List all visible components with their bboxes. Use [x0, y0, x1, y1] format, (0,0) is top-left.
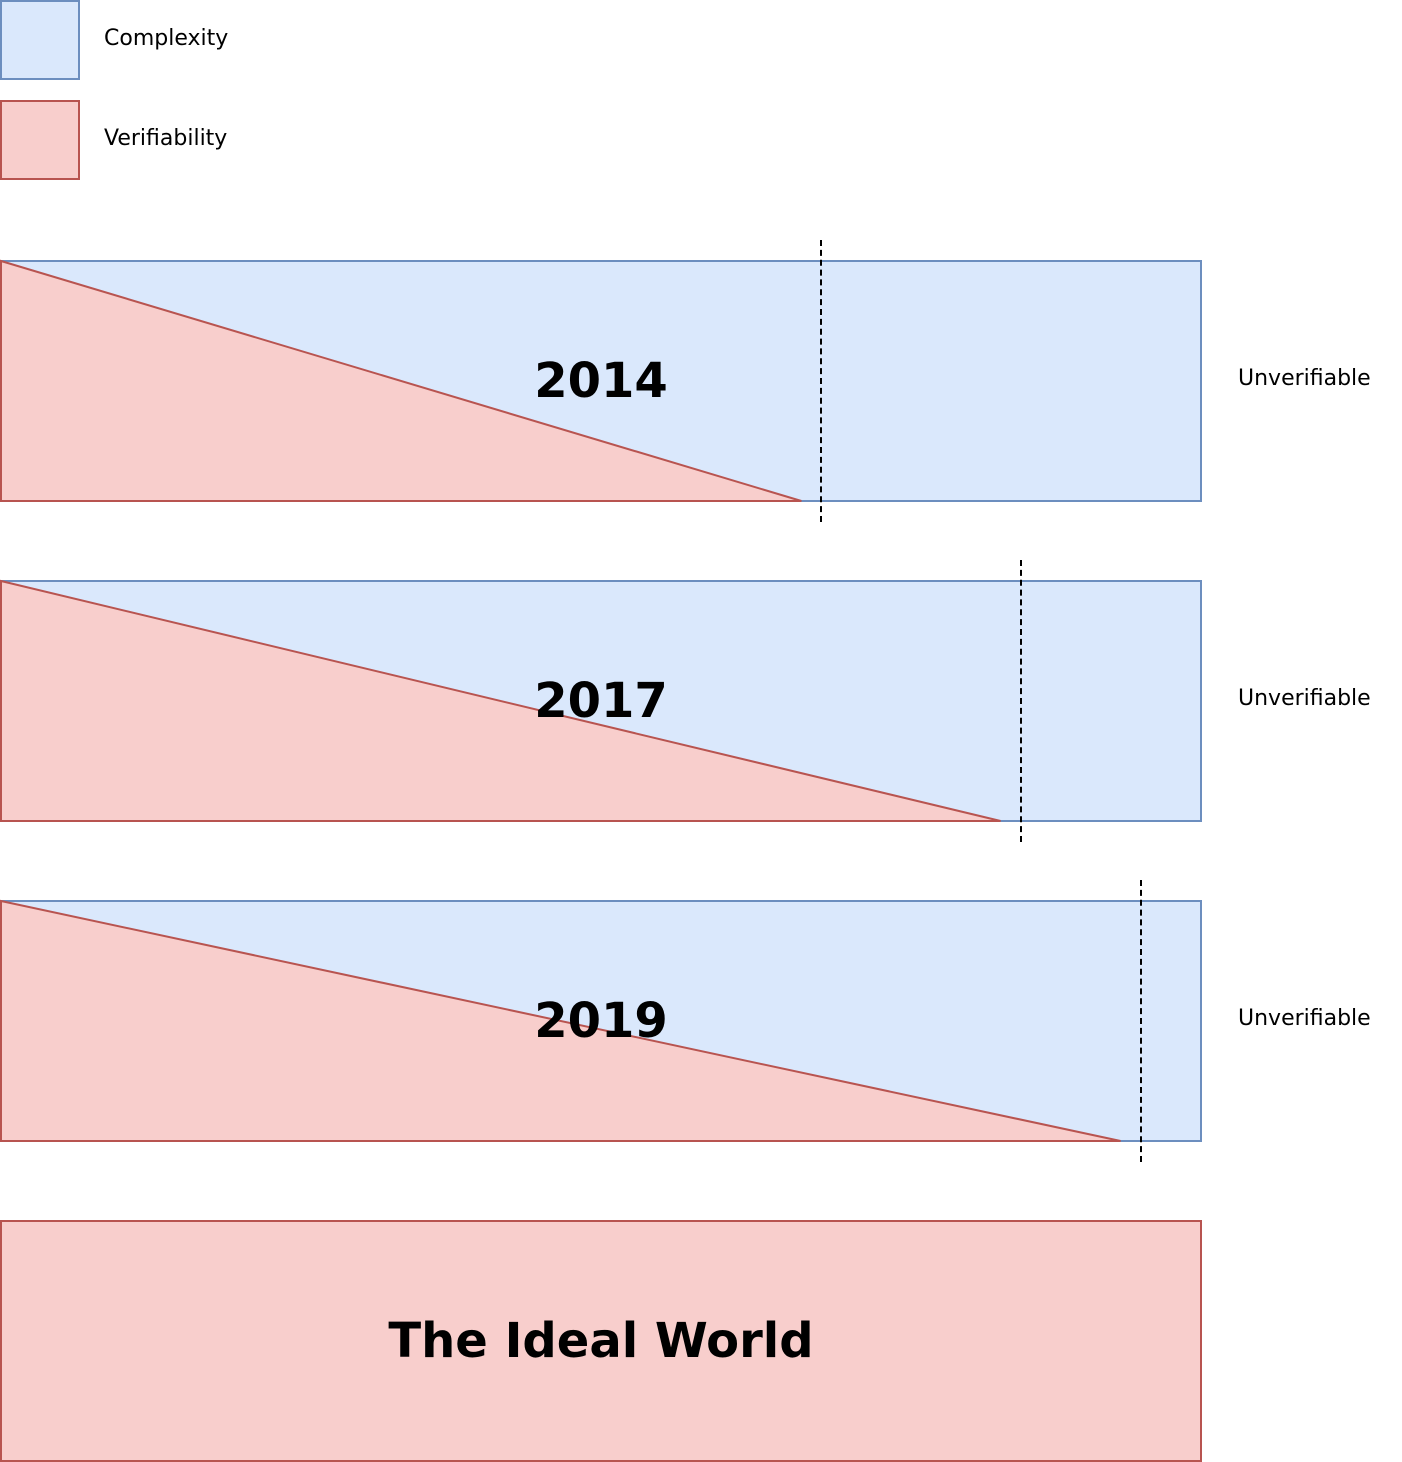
band-2017-shapes: [0, 579, 1202, 822]
band-year-label: 2017: [534, 673, 668, 729]
legend-label-verifiability: Verifiability: [104, 126, 228, 151]
band-year-label: 2019: [534, 993, 668, 1049]
legend-swatch-verifiability: [0, 100, 80, 180]
ideal-world-box: The Ideal World: [0, 1220, 1202, 1462]
unverifiable-label-2017: Unverifiable: [1238, 686, 1371, 711]
verifiability-limit-marker-2019: [1140, 880, 1142, 1162]
band-year-label: 2014: [534, 353, 668, 409]
verifiability-triangle: [0, 899, 1121, 1142]
unverifiable-label-2019: Unverifiable: [1238, 1006, 1371, 1031]
band-2019-shapes: [0, 899, 1202, 1142]
legend-label-complexity: Complexity: [104, 26, 229, 51]
verifiability-triangle: [0, 579, 1001, 822]
band-2019: 2019: [0, 899, 1202, 1142]
legend-swatch-complexity: [0, 0, 80, 80]
unverifiable-label-2014: Unverifiable: [1238, 366, 1371, 391]
verifiability-limit-marker-2014: [820, 240, 822, 522]
verifiability-triangle: [0, 259, 802, 502]
band-2014-shapes: [0, 259, 1202, 502]
band-2017: 2017: [0, 579, 1202, 822]
ideal-world-title: The Ideal World: [388, 1313, 814, 1369]
verifiability-limit-marker-2017: [1020, 560, 1022, 842]
band-2014: 2014: [0, 259, 1202, 502]
